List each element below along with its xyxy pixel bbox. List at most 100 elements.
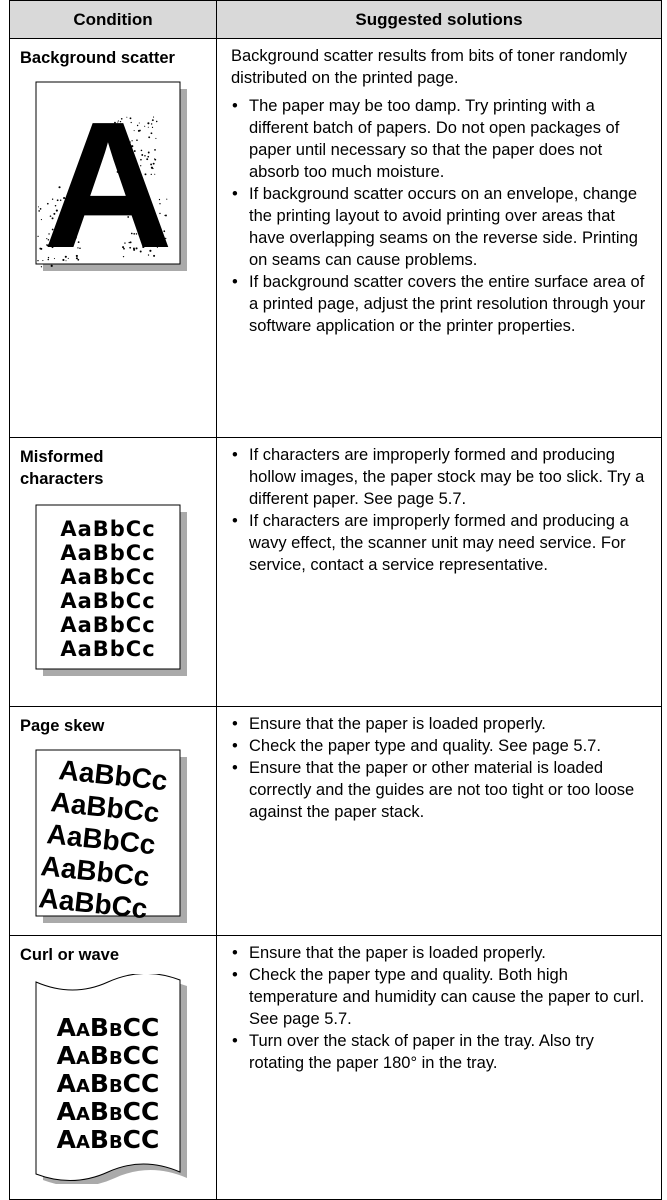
toner-dot (59, 199, 62, 201)
toner-dot (51, 228, 54, 231)
toner-dot (152, 116, 155, 118)
toner-dot (150, 163, 153, 166)
toner-dot (154, 227, 157, 229)
bullets: Ensure that the paper is loaded properly… (231, 942, 653, 1074)
condition: Misformed characters (20, 448, 104, 488)
toner-dot (46, 238, 48, 240)
toner-dot (116, 170, 119, 173)
toner-dot (79, 188, 82, 190)
toner-dot (115, 131, 118, 134)
toner-dot (158, 198, 161, 201)
toner-dot (131, 140, 133, 142)
toner-dot (127, 140, 130, 143)
bullets: The paper may be too damp. Try printing … (231, 95, 653, 337)
toner-dot (153, 242, 155, 244)
bullet-item: Check the paper type and quality. See pa… (232, 735, 653, 757)
sample-text: AaBbCC (57, 1125, 160, 1154)
toner-dot (155, 120, 158, 123)
toner-dot (144, 155, 146, 157)
toner-dot (69, 225, 72, 228)
toner-dot (147, 206, 149, 208)
toner-dot (118, 171, 121, 174)
row: Misformed characters AaBbCc AaBbCc AaBbCc A… (9, 437, 662, 707)
bullet-item: If background scatter occurs on an envel… (232, 183, 653, 271)
toner-dot (75, 257, 78, 260)
toner-dot (56, 199, 59, 202)
toner-dot (154, 173, 156, 175)
toner-dot (147, 223, 149, 226)
toner-dot (148, 230, 151, 233)
sample-text: AaBbCC (57, 1097, 160, 1126)
bullet-item: Ensure that the paper is loaded properly… (232, 942, 653, 964)
toner-dot (65, 260, 67, 262)
illustration: A (35, 81, 187, 277)
toner-dot (132, 164, 135, 167)
toner-dot (154, 149, 156, 151)
toner-dot (117, 128, 120, 131)
toner-dot (146, 158, 149, 161)
toner-dot (140, 223, 142, 226)
toner-dot (47, 258, 50, 261)
toner-dot (70, 215, 73, 217)
toner-dot (150, 173, 152, 176)
toner-dot (135, 233, 138, 235)
toner-dot (155, 243, 157, 245)
toner-dot (46, 244, 48, 246)
condition: Page skew (20, 717, 105, 735)
toner-dot (157, 237, 160, 239)
toner-dot (133, 248, 136, 251)
row: Page skew AaBbCc AaBbCc AaBbCc AaBbCc AaBbCc… (9, 706, 662, 936)
toner-dot (144, 228, 146, 231)
toner-dot (61, 244, 64, 247)
sample-text: AaBbCc (60, 613, 155, 637)
bullet-item: Ensure that the paper or other material … (232, 757, 653, 823)
toner-dot (50, 264, 53, 267)
toner-dot (48, 233, 50, 235)
toner-dot (59, 220, 62, 222)
toner-dot (130, 197, 133, 200)
toner-dot (148, 136, 151, 139)
toner-dot (63, 243, 66, 246)
toner-dot (139, 226, 141, 228)
toner-dot (58, 186, 61, 189)
condition-cell: Misformed characters AaBbCc AaBbCc AaBbCc A… (9, 437, 217, 707)
toner-dot (149, 230, 152, 232)
header-row: Condition Suggested solutions (9, 0, 662, 39)
toner-dot (145, 242, 148, 245)
toner-dot (63, 196, 66, 200)
sample-text: A (43, 85, 173, 277)
bullet-item: Ensure that the paper is loaded properly… (232, 713, 653, 735)
toner-dot (53, 212, 56, 215)
toner-dot (40, 218, 43, 221)
toner-dot (49, 215, 52, 217)
toner-dot (68, 226, 70, 228)
toner-dot (37, 235, 39, 237)
toner-dot (37, 259, 39, 262)
toner-dot (150, 203, 152, 206)
toner-dot (75, 254, 78, 258)
sample-text: AaBbCc (60, 517, 155, 541)
toner-dot (42, 259, 44, 262)
toner-dot (160, 245, 162, 247)
toner-dot (37, 206, 40, 208)
solution-cell: Ensure that the paper is loaded properly… (216, 706, 662, 936)
intro: Background scatter results from bits of … (231, 47, 628, 87)
toner-dot (152, 237, 154, 239)
toner-dot (159, 203, 161, 205)
toner-dot (135, 247, 138, 250)
toner-dot (46, 202, 49, 205)
toner-dot (59, 226, 62, 229)
toner-dot (127, 216, 130, 218)
toner-dot (137, 220, 139, 222)
bullet-item: Turn over the stack of paper in the tray… (232, 1030, 653, 1074)
toner-dot (62, 258, 65, 262)
toner-dot (134, 158, 137, 160)
toner-dot (51, 198, 54, 200)
toner-dot (124, 213, 126, 215)
toner-dot (64, 255, 67, 258)
toner-dot (136, 213, 138, 215)
toner-dot (51, 246, 54, 249)
toner-dot (157, 224, 160, 226)
toner-dot (122, 255, 125, 258)
